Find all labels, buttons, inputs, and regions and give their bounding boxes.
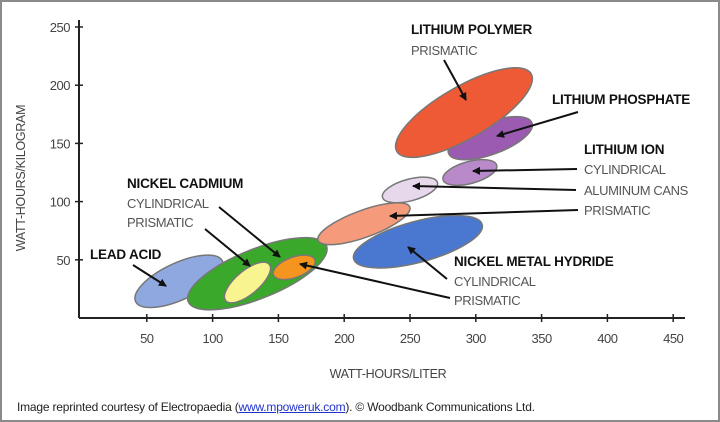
footnote: Image reprinted courtesy of Electropaedi… (17, 400, 535, 414)
footnote-link[interactable]: www.mpoweruk.com (238, 400, 346, 414)
x-tick-label: 300 (466, 331, 486, 346)
arrow-lifepo (496, 111, 579, 138)
arrow-nimh (407, 246, 448, 280)
region-lithium-polymer-prismatic (394, 66, 534, 159)
label-liion-cyl: CYLINDRICAL (584, 162, 666, 177)
label-lipo-pris: PRISMATIC (411, 43, 477, 58)
x-tick-label: 250 (400, 331, 420, 346)
x-tick-label: 450 (663, 331, 683, 346)
x-tick-label: 200 (334, 331, 354, 346)
footnote-text: Image reprinted courtesy of Electropaedi… (17, 400, 239, 414)
x-tick-label: 400 (597, 331, 617, 346)
label-nicd: NICKEL CADMIUM (127, 176, 243, 191)
footnote-copyright: ). © Woodbank Communications Ltd. (345, 400, 535, 414)
y-axis-label: WATT-HOURS/KILOGRAM (14, 105, 28, 251)
y-tick-label: 50 (57, 253, 71, 268)
label-lead-acid: LEAD ACID (90, 247, 162, 262)
label-liion-pris: PRISMATIC (584, 203, 650, 218)
arrow-liion-al (412, 182, 577, 191)
region-nickel-cadmium-prismatic (272, 254, 316, 281)
label-nimh: NICKEL METAL HYDRIDE (454, 254, 614, 269)
arrow-nicd-cylindrical (218, 206, 281, 258)
x-tick-label: 350 (531, 331, 551, 346)
x-axis-label: WATT-HOURS/LITER (330, 367, 447, 381)
label-lipo: LITHIUM POLYMER (411, 22, 532, 37)
label-nimh-cyl: CYLINDRICAL (454, 274, 536, 289)
arrow-liion-cyl (472, 166, 578, 175)
x-tick-label: 150 (268, 331, 288, 346)
arrow-lead-acid (132, 264, 167, 287)
y-tick-label: 200 (50, 78, 70, 93)
y-tick-label: 100 (50, 195, 70, 210)
y-tick-label: 250 (50, 20, 70, 35)
region-lithium-ion-aluminum-cans (381, 176, 439, 204)
arrow-lipo (443, 59, 467, 101)
region-nickel-metal-hydride (352, 214, 484, 269)
arrow-nicd-orange (299, 261, 451, 299)
label-nicd-cyl: CYLINDRICAL (127, 196, 209, 211)
region-nickel-cadmium-cylindrical (223, 261, 272, 304)
y-tick-label: 150 (50, 136, 70, 151)
arrow-nicd-prismatic (204, 228, 251, 267)
x-tick-label: 50 (140, 331, 154, 346)
label-nimh-pris: PRISMATIC (454, 293, 520, 308)
region-lithium-ion-prismatic (317, 202, 411, 246)
region-lithium-ion-cylindrical (442, 158, 498, 187)
x-tick-label: 100 (202, 331, 222, 346)
label-lifepo: LITHIUM PHOSPHATE (552, 92, 690, 107)
label-liion-al: ALUMINUM CANS (584, 183, 689, 198)
label-nicd-pris: PRISMATIC (127, 215, 193, 230)
regions (134, 66, 534, 311)
label-liion: LITHIUM ION (584, 142, 664, 157)
axes (78, 20, 685, 319)
arrow-liion-pris (389, 209, 579, 220)
